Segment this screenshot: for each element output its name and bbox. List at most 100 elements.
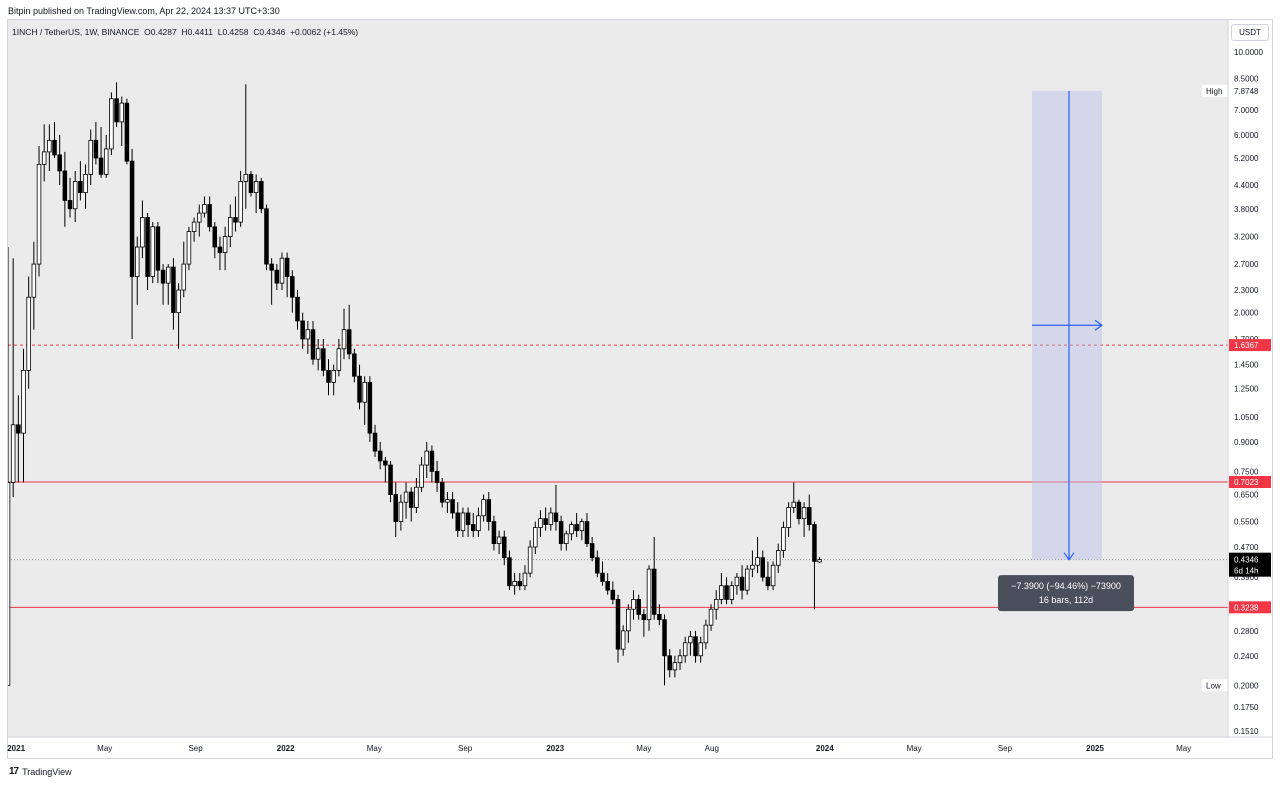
- candle-down: [553, 512, 559, 522]
- legend-open: O0.4287: [144, 27, 177, 37]
- candle-up: [755, 557, 760, 566]
- candle-down: [207, 204, 212, 228]
- candle-down: [605, 581, 610, 591]
- candle-up: [775, 550, 781, 566]
- candle-up: [414, 486, 419, 508]
- candle-down: [584, 521, 590, 545]
- price-tick-label: 3.8000: [1234, 205, 1259, 214]
- high-label: High: [1206, 87, 1222, 96]
- candle-down: [615, 599, 621, 650]
- candle-down: [589, 543, 595, 559]
- price-tick-label: 0.1510: [1234, 727, 1259, 736]
- price-tick-label: 0.4700: [1234, 543, 1259, 552]
- high-value: 7.8748: [1234, 87, 1259, 96]
- price-tick-label: 3.2000: [1234, 233, 1259, 242]
- candle-up: [677, 655, 683, 664]
- candle-down: [651, 568, 657, 615]
- candle-up: [708, 608, 714, 626]
- time-tick-label: May: [367, 744, 382, 753]
- candle-up: [476, 515, 481, 532]
- candle-up: [253, 181, 259, 193]
- candle-down: [16, 424, 21, 434]
- candle-up: [403, 491, 409, 503]
- candle-down: [98, 157, 104, 175]
- candle-up: [176, 289, 181, 314]
- published-caption: Bitpin published on TradingView.com, Apr…: [8, 6, 280, 16]
- candle-down: [300, 320, 305, 340]
- candle-up: [533, 527, 538, 548]
- candle-up: [564, 533, 569, 545]
- candle-down: [760, 557, 766, 578]
- candle-up: [703, 624, 709, 644]
- time-tick-label: Aug: [705, 744, 719, 753]
- candle-down: [439, 482, 445, 503]
- time-tick-label: 2021: [7, 744, 25, 753]
- candle-down: [383, 460, 388, 466]
- candle-down: [812, 524, 817, 562]
- candle-up: [119, 102, 124, 123]
- candle-up: [331, 369, 336, 383]
- candle-up: [672, 662, 678, 671]
- candle-up: [140, 217, 145, 248]
- tradingview-logo-icon: 17: [9, 766, 19, 777]
- candle-down: [233, 217, 238, 223]
- candle-up: [786, 507, 791, 528]
- candle-up: [197, 212, 202, 223]
- candle-down: [517, 581, 523, 587]
- candle-up: [460, 512, 466, 532]
- candle-down: [765, 576, 771, 587]
- candle-down: [807, 507, 812, 525]
- time-tick-label: 2022: [277, 744, 295, 753]
- legend-high: H0.4411: [181, 27, 213, 37]
- low-value: 0.2000: [1234, 681, 1259, 690]
- candle-down: [367, 381, 373, 434]
- bar-countdown-label: 6d 14h: [1234, 567, 1258, 576]
- candle-up: [228, 217, 233, 237]
- candle-up: [688, 636, 693, 644]
- candle-down: [129, 160, 135, 277]
- candle-up: [109, 98, 114, 150]
- candle-down: [667, 655, 672, 671]
- candle-up: [315, 348, 321, 360]
- candle-down: [124, 102, 130, 162]
- candle-down: [274, 269, 280, 284]
- candle-up: [424, 450, 429, 466]
- legend-close: C0.4346: [253, 27, 286, 37]
- candle-down: [429, 450, 435, 472]
- candle-up: [770, 564, 776, 587]
- time-tick-label: Sep: [998, 744, 1013, 753]
- level-price-tag: [1229, 476, 1271, 489]
- candle-down: [558, 521, 564, 545]
- candle-down: [284, 257, 290, 277]
- candle-down: [114, 98, 119, 123]
- candle-up: [186, 231, 192, 265]
- candle-down: [724, 585, 729, 600]
- candle-down: [264, 208, 269, 265]
- price-tick-label: 7.0000: [1234, 106, 1259, 115]
- candle-up: [31, 263, 37, 298]
- candle-up: [398, 501, 404, 522]
- candle-down: [217, 246, 223, 253]
- price-tick-label: 2.7000: [1234, 260, 1259, 269]
- price-tick-label: 6.0000: [1234, 131, 1259, 140]
- candle-down: [326, 369, 331, 383]
- price-tick-label: 0.5500: [1234, 518, 1259, 527]
- candle-up: [626, 608, 631, 632]
- currency-selector[interactable]: USDT: [1231, 24, 1269, 41]
- time-tick-label: Sep: [458, 744, 473, 753]
- candle-up: [682, 642, 688, 657]
- candle-up: [165, 266, 171, 284]
- price-tick-label: 4.4000: [1234, 181, 1259, 190]
- candle-down: [171, 266, 176, 314]
- candle-up: [527, 546, 533, 574]
- level-price-tag-label: 1.6367: [1234, 341, 1259, 350]
- candle-up: [336, 348, 342, 371]
- candle-up: [134, 246, 140, 277]
- candle-up: [481, 499, 486, 517]
- candle-up: [238, 181, 243, 223]
- candle-down: [346, 329, 352, 355]
- level-price-tag: [1229, 601, 1271, 614]
- candle-up: [817, 559, 822, 563]
- candle-down: [372, 432, 378, 452]
